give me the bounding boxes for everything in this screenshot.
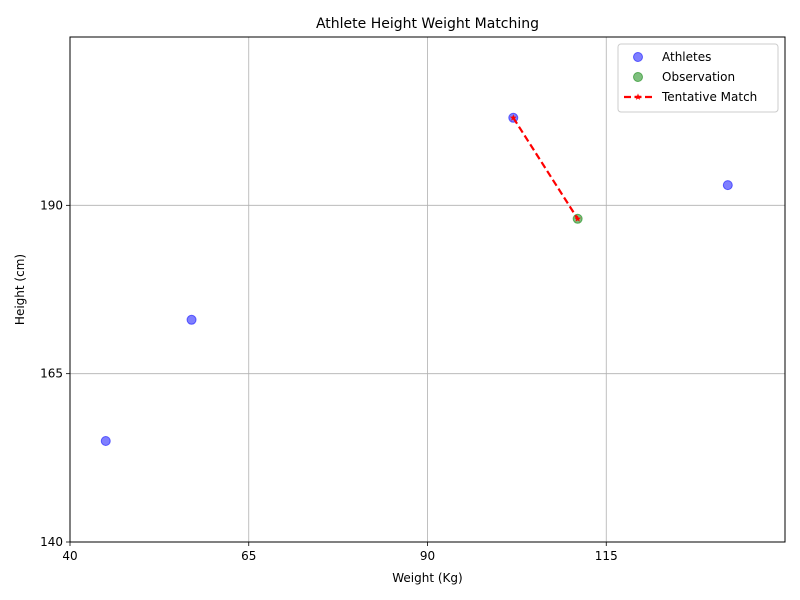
legend-item-tentative-match: Tentative Match — [624, 90, 757, 104]
legend-star-tentative-match — [634, 93, 642, 100]
legend-item-athletes: Athletes — [633, 50, 711, 64]
legend-label-athletes: Athletes — [662, 50, 711, 64]
x-tick-label: 65 — [241, 549, 256, 563]
axis-ticks: 40 65 90 115 140 165 190 — [40, 198, 618, 563]
athletes-point — [722, 180, 733, 191]
athletes-point — [100, 436, 111, 446]
legend-label-tentative-match: Tentative Match — [661, 90, 757, 104]
y-tick-label: 140 — [40, 535, 63, 549]
legend-label-observation: Observation — [662, 70, 735, 84]
legend-box — [617, 43, 779, 113]
data-marks — [100, 112, 733, 446]
legend-marker-observation — [633, 72, 643, 82]
tentative-match-star-marker — [574, 215, 582, 222]
legend-item-observation: Observation — [633, 70, 735, 84]
chart-title: Athlete Height Weight Matching — [316, 16, 539, 32]
x-tick-label: 90 — [420, 549, 435, 563]
legend: Athletes Observation Tentative Match — [617, 43, 779, 113]
y-axis-label: Height (cm) — [13, 254, 27, 325]
tentative-match-star-marker — [509, 114, 517, 121]
tentative-match-line — [512, 117, 579, 220]
x-tick-label: 40 — [62, 549, 77, 563]
legend-marker-athletes — [633, 52, 643, 62]
x-axis-label: Weight (Kg) — [392, 571, 462, 585]
y-tick-label: 165 — [40, 367, 63, 381]
x-tick-label: 115 — [595, 549, 618, 563]
athletes-point — [186, 314, 197, 325]
y-tick-label: 190 — [40, 198, 63, 212]
